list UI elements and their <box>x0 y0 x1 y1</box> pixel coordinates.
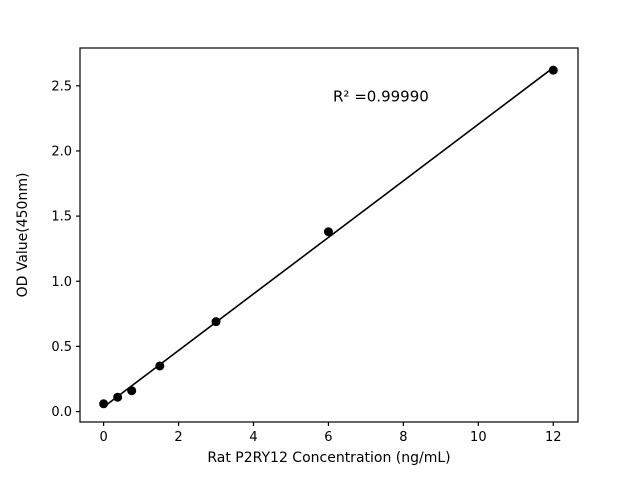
x-axis-ticks: 0 2 4 6 8 10 12 <box>99 422 562 445</box>
data-point <box>323 227 333 237</box>
x-tick-label: 12 <box>545 430 562 445</box>
r-squared-annotation: R² =0.99990 <box>333 87 429 105</box>
y-tick-label: 1.5 <box>51 210 72 225</box>
x-tick-label: 6 <box>324 430 332 445</box>
y-axis-label: OD Value(450nm) <box>15 173 31 298</box>
data-point <box>211 317 221 327</box>
y-tick-label: 0.5 <box>51 340 72 355</box>
x-tick-label: 4 <box>249 430 257 445</box>
x-tick-label: 8 <box>399 430 407 445</box>
y-tick-label: 0.0 <box>51 405 72 420</box>
x-axis-label: Rat P2RY12 Concentration (ng/mL) <box>207 450 450 466</box>
data-point <box>113 392 123 402</box>
data-point <box>548 65 558 75</box>
data-point <box>99 399 109 409</box>
fit-line <box>103 67 554 408</box>
x-tick-label: 10 <box>470 430 487 445</box>
y-tick-label: 1.0 <box>51 275 72 290</box>
y-tick-label: 2.5 <box>51 79 72 94</box>
x-tick-label: 2 <box>174 430 182 445</box>
x-tick-label: 0 <box>99 430 107 445</box>
data-point <box>127 386 137 396</box>
y-axis-ticks: 0.0 0.5 1.0 1.5 2.0 2.5 <box>51 79 80 420</box>
y-tick-label: 2.0 <box>51 144 72 159</box>
data-series <box>99 65 558 409</box>
data-point <box>155 361 165 371</box>
